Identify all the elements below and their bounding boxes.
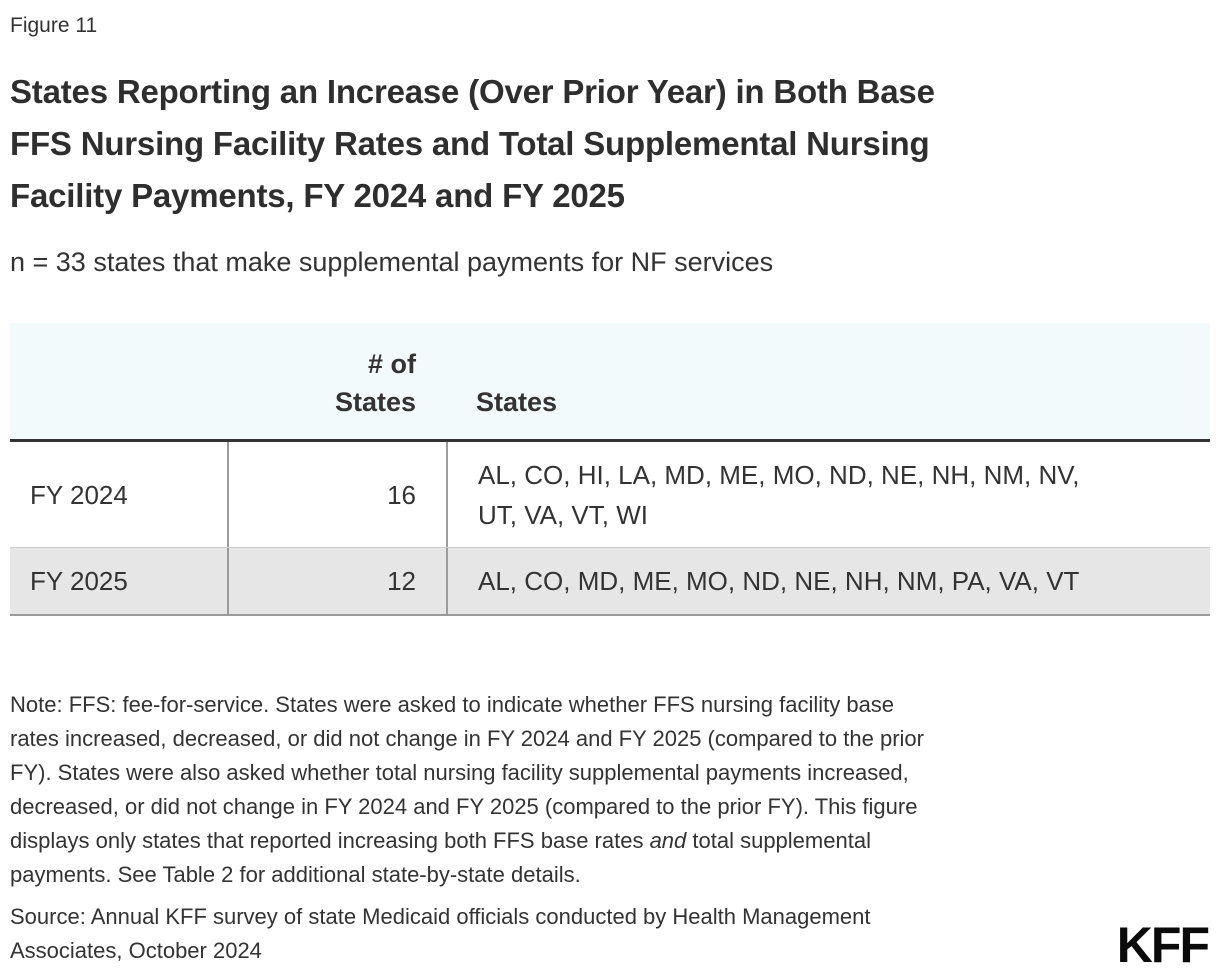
figure-note: Note: FFS: fee-for-service. States were … xyxy=(10,688,1110,892)
source-line: Source: Annual KFF survey of state Medic… xyxy=(10,904,871,963)
note-line: Note: FFS: fee-for-service. States were … xyxy=(10,692,895,717)
note-line: rates increased, decreased, or did not c… xyxy=(10,726,924,751)
table-cell-year: FY 2024 xyxy=(30,479,128,510)
kff-logo: KFF xyxy=(1116,917,1210,973)
table-header-empty xyxy=(10,421,227,439)
table-header-states: States xyxy=(476,387,558,417)
table-cell-states: AL, CO, MD, ME, MO, ND, NE, NH, NM, PA, … xyxy=(446,548,1210,614)
table-cell-count: 16 xyxy=(227,442,446,547)
figure-title: States Reporting an Increase (Over Prior… xyxy=(10,73,935,214)
figure-subtitle: n = 33 states that make supplemental pay… xyxy=(10,247,774,277)
table-cell-year: FY 2025 xyxy=(30,566,128,596)
note-line-italic: and xyxy=(649,828,687,853)
table-cell-count: 12 xyxy=(227,548,446,614)
table-cell-states: AL, CO, HI, LA, MD, ME, MO, ND, NE, NH, … xyxy=(446,442,1210,547)
figure-label: Figure 11 xyxy=(10,14,98,37)
note-line: payments. See Table 2 for additional sta… xyxy=(10,862,581,887)
table-header-count: # of States xyxy=(334,349,416,417)
table-row-fy2025: FY 2025 12 AL, CO, MD, ME, MO, ND, NE, N… xyxy=(10,547,1210,614)
table-header-row: # of States States xyxy=(10,323,1210,442)
note-line: FY). States were also asked whether tota… xyxy=(10,760,909,785)
table-row-fy2024: FY 2024 16 AL, CO, HI, LA, MD, ME, MO, N… xyxy=(10,442,1210,547)
note-line-pre: displays only states that reported incre… xyxy=(10,828,650,853)
data-table: # of States States FY 2024 16 AL, CO, HI… xyxy=(10,323,1210,616)
note-line-post: total supplemental xyxy=(686,828,871,853)
note-line: decreased, or did not change in FY 2024 … xyxy=(10,794,918,819)
note-line: displays only states that reported incre… xyxy=(10,824,1110,858)
